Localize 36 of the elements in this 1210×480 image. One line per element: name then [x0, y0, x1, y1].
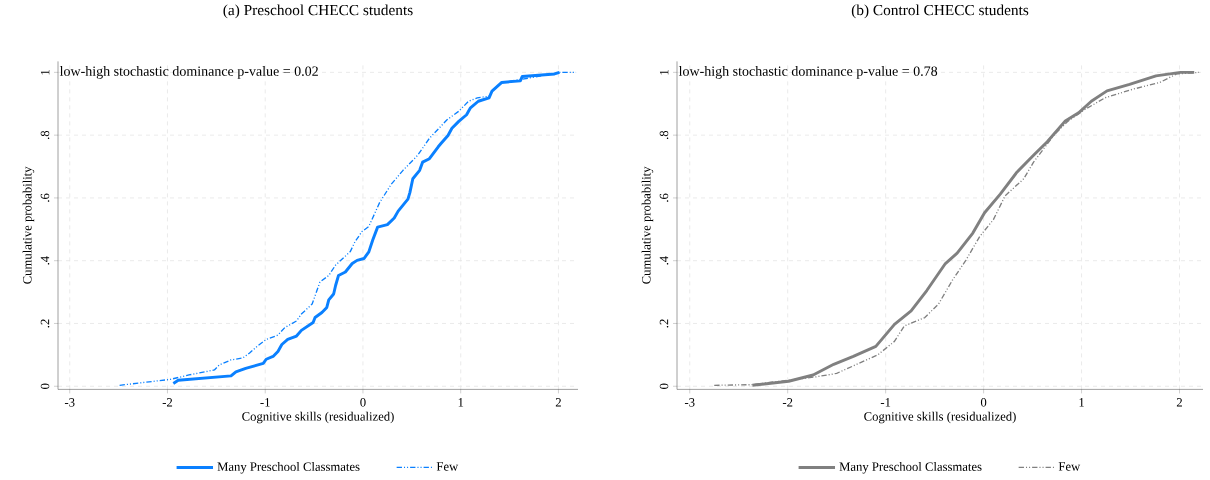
- y-axis-title: Cumulative probability: [641, 166, 654, 284]
- x-tick-label: -1: [880, 397, 891, 407]
- chart-title: (b) Control CHECC students: [851, 4, 1029, 19]
- legend-label: Many Preschool Classmates: [217, 461, 360, 474]
- x-tick-label: -2: [162, 397, 173, 407]
- y-tick-label: .4: [659, 255, 669, 265]
- x-tick-label: 2: [555, 397, 561, 407]
- y-tick-label: .2: [659, 319, 669, 328]
- chart-title: (a) Preschool CHECC students: [223, 4, 413, 19]
- annotation: low-high stochastic dominance p-value = 0.02: [59, 65, 318, 79]
- x-tick-label: 0: [360, 397, 366, 407]
- x-tick-label: 1: [1079, 397, 1084, 407]
- y-tick-label: .4: [40, 255, 50, 265]
- x-axis-title: Cognitive skills (residualized): [864, 411, 1016, 424]
- annotation: low-high stochastic dominance p-value = 0.78: [678, 65, 938, 79]
- legend-label: Few: [436, 462, 459, 471]
- y-tick-label: 0: [40, 383, 50, 389]
- legend-label: Few: [1058, 462, 1081, 471]
- y-tick-label: 1: [40, 69, 50, 75]
- y-tick-label: .8: [659, 130, 669, 139]
- x-tick-label: 0: [980, 397, 987, 407]
- y-axis-title: Cumulative probability: [22, 166, 35, 284]
- y-tick-label: .6: [659, 193, 669, 202]
- y-tick-label: .6: [40, 193, 50, 202]
- y-tick-label: 0: [659, 383, 669, 389]
- x-tick-label: 2: [1176, 397, 1182, 407]
- x-tick-label: -3: [64, 397, 75, 407]
- y-tick-label: .8: [40, 130, 50, 139]
- x-tick-label: 1: [458, 397, 464, 407]
- x-tick-label: -2: [782, 397, 793, 407]
- x-tick-label: -3: [684, 397, 695, 407]
- x-tick-label: -1: [260, 397, 270, 407]
- y-tick-label: 1: [659, 69, 669, 75]
- x-axis-title: Cognitive skills (residualized): [242, 411, 394, 424]
- legend-label: Many Preschool Classmates: [839, 461, 982, 474]
- y-tick-label: .2: [40, 319, 50, 328]
